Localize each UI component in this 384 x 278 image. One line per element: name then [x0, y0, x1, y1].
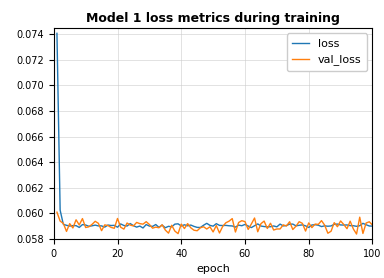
Title: Model 1 loss metrics during training: Model 1 loss metrics during training: [86, 12, 340, 25]
val_loss: [115, 217, 120, 220]
val_loss: [243, 220, 247, 223]
val_loss: [354, 232, 359, 236]
val_loss: [55, 210, 59, 214]
loss: [115, 225, 120, 229]
val_loss: [217, 231, 222, 235]
loss: [220, 224, 225, 227]
loss: [358, 224, 362, 227]
Legend: loss, val_loss: loss, val_loss: [286, 33, 367, 71]
loss: [141, 226, 145, 230]
loss: [55, 32, 59, 35]
val_loss: [345, 227, 349, 230]
loss: [370, 224, 375, 228]
loss: [246, 224, 250, 228]
loss: [128, 222, 132, 225]
loss: [348, 224, 353, 227]
val_loss: [370, 223, 375, 227]
Line: loss: loss: [57, 33, 372, 228]
Line: val_loss: val_loss: [57, 212, 372, 234]
val_loss: [358, 215, 362, 219]
X-axis label: epoch: epoch: [196, 264, 230, 274]
val_loss: [128, 224, 132, 227]
